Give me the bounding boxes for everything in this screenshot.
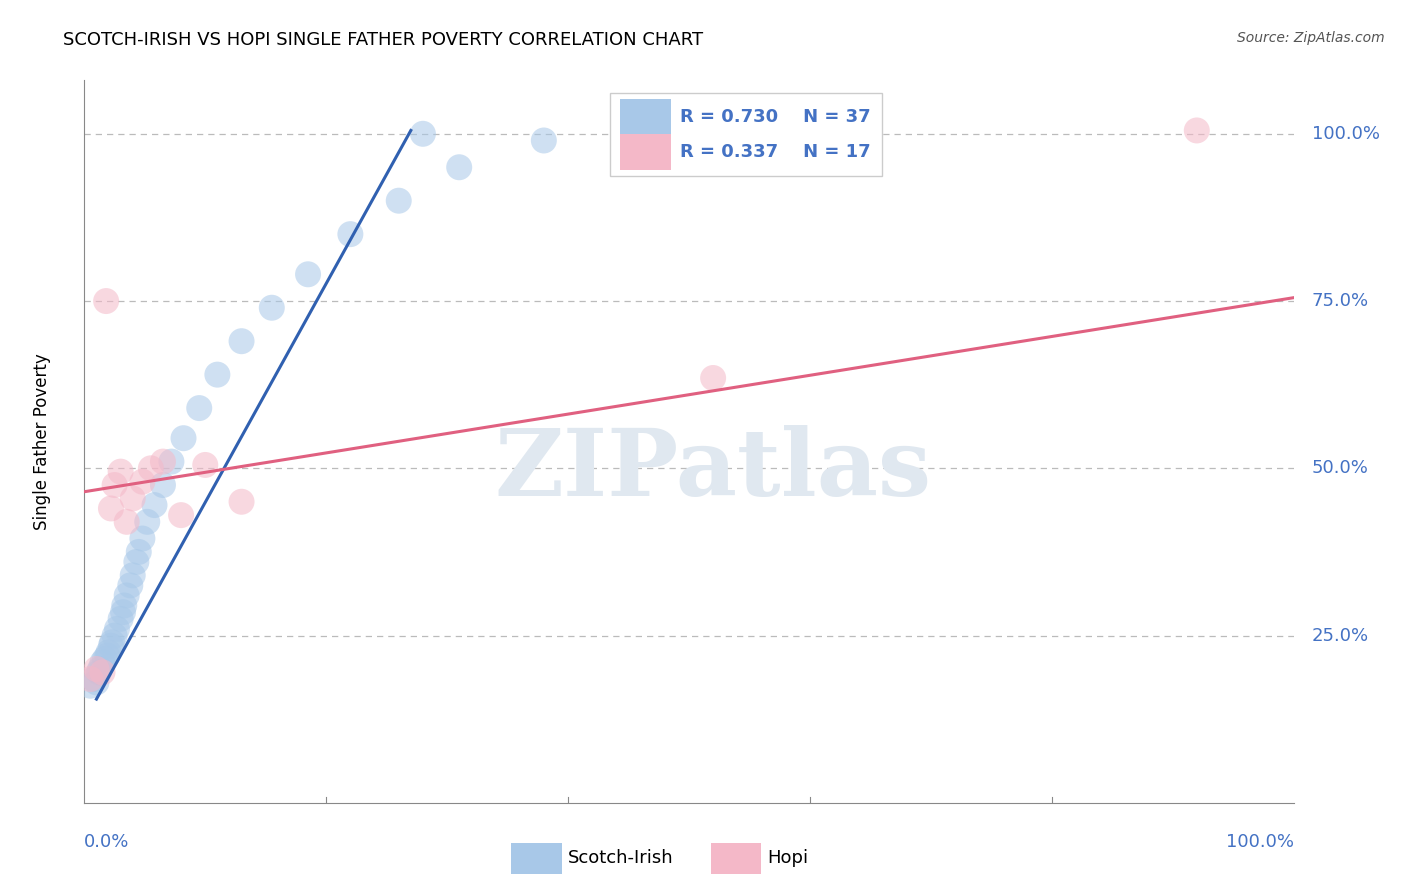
Point <box>297 268 319 282</box>
Point <box>97 645 120 659</box>
Text: SCOTCH-IRISH VS HOPI SINGLE FATHER POVERTY CORRELATION CHART: SCOTCH-IRISH VS HOPI SINGLE FATHER POVER… <box>63 31 703 49</box>
Point <box>91 655 114 669</box>
Point <box>121 491 143 506</box>
FancyBboxPatch shape <box>620 134 671 169</box>
Point <box>86 675 108 690</box>
Point <box>702 371 724 385</box>
Point <box>120 578 142 592</box>
Point <box>100 501 122 516</box>
Point <box>115 589 138 603</box>
Point <box>131 475 153 489</box>
Point <box>412 127 434 141</box>
Point <box>339 227 361 242</box>
FancyBboxPatch shape <box>710 843 762 874</box>
Text: Scotch-Irish: Scotch-Irish <box>568 849 673 867</box>
Point <box>449 161 471 175</box>
Point <box>173 431 195 445</box>
Point <box>112 605 135 619</box>
Text: R = 0.730    N = 37: R = 0.730 N = 37 <box>681 108 872 126</box>
Point <box>128 545 150 559</box>
Point <box>104 628 127 642</box>
Point <box>136 515 159 529</box>
Point <box>231 334 253 349</box>
Point <box>143 498 166 512</box>
Text: Single Father Poverty: Single Father Poverty <box>32 353 51 530</box>
Point <box>94 294 117 309</box>
Text: 100.0%: 100.0% <box>1226 833 1294 851</box>
Point <box>152 478 174 492</box>
Point <box>139 461 162 475</box>
Text: ZIPatlas: ZIPatlas <box>495 425 932 516</box>
Point <box>79 679 101 693</box>
Point <box>231 494 253 508</box>
Text: Source: ZipAtlas.com: Source: ZipAtlas.com <box>1237 31 1385 45</box>
Point <box>125 555 148 569</box>
Point <box>170 508 193 523</box>
Point <box>91 665 114 680</box>
Point <box>121 568 143 582</box>
Point <box>533 134 555 148</box>
Text: 75.0%: 75.0% <box>1312 292 1369 310</box>
Point <box>110 465 132 479</box>
Point <box>89 662 111 676</box>
Point <box>1185 123 1208 137</box>
Point <box>110 612 132 626</box>
Point <box>83 672 105 686</box>
Point <box>160 455 183 469</box>
Point <box>105 622 128 636</box>
Point <box>86 662 108 676</box>
Point <box>87 665 110 680</box>
Point <box>79 672 101 686</box>
Point <box>194 458 217 472</box>
Text: 25.0%: 25.0% <box>1312 626 1369 645</box>
Text: 50.0%: 50.0% <box>1312 459 1368 477</box>
Text: 100.0%: 100.0% <box>1312 125 1379 143</box>
Point <box>207 368 229 382</box>
FancyBboxPatch shape <box>610 93 883 176</box>
Point <box>260 301 283 315</box>
Point <box>152 455 174 469</box>
Point <box>100 639 122 653</box>
Text: Hopi: Hopi <box>768 849 808 867</box>
FancyBboxPatch shape <box>620 99 671 136</box>
Point <box>131 532 153 546</box>
Point <box>112 599 135 613</box>
Point <box>94 652 117 666</box>
Point <box>96 648 118 663</box>
Point <box>104 478 127 492</box>
Point <box>115 515 138 529</box>
Point <box>388 194 411 208</box>
Point <box>101 635 124 649</box>
Text: R = 0.337    N = 17: R = 0.337 N = 17 <box>681 143 872 161</box>
Point <box>188 401 211 416</box>
Text: 0.0%: 0.0% <box>84 833 129 851</box>
FancyBboxPatch shape <box>512 843 562 874</box>
